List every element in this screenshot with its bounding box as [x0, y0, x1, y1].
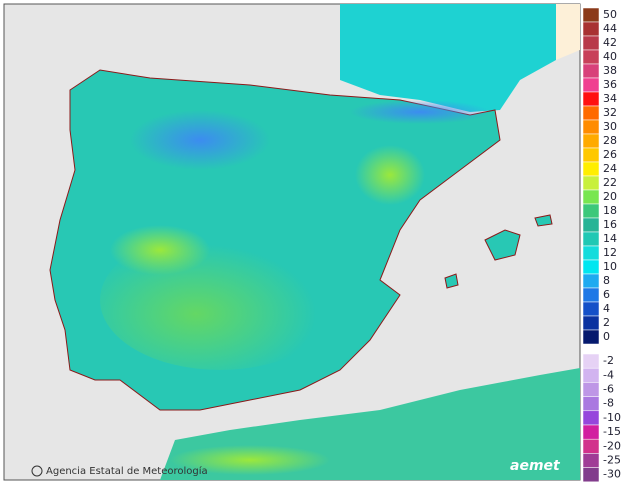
map: [3, 3, 581, 481]
legend-label: 32: [603, 106, 617, 119]
legend-label: 24: [603, 162, 617, 175]
legend-swatch: [582, 245, 600, 261]
legend-label: -30: [603, 468, 621, 481]
legend-label: 0: [603, 330, 610, 343]
legend-swatch: [582, 329, 600, 345]
legend-label: -4: [603, 368, 614, 381]
legend-swatch: [582, 315, 600, 331]
legend-label: 4: [603, 302, 610, 315]
legend-swatch: [582, 382, 600, 397]
legend-swatch: [582, 189, 600, 205]
legend-label: 20: [603, 190, 617, 203]
legend-swatch: [582, 105, 600, 121]
mallorca: [484, 229, 521, 261]
legend: 5044424038363432302826242220181614121086…: [582, 7, 621, 483]
legend-swatch: [582, 231, 600, 247]
sea-ne: [556, 4, 580, 60]
logo: aemet: [510, 458, 561, 474]
legend-swatch: [582, 7, 600, 23]
legend-label: 18: [603, 204, 617, 217]
legend-label: -8: [603, 397, 614, 410]
legend-label: 14: [603, 232, 617, 245]
legend-swatch: [582, 410, 600, 426]
legend-label: 30: [603, 120, 617, 133]
legend-label: 34: [603, 92, 617, 105]
legend-swatch: [582, 175, 600, 191]
cold-area: [130, 110, 270, 170]
legend-label: 50: [603, 8, 617, 21]
france: [340, 4, 556, 112]
menorca: [534, 214, 553, 227]
legend-label: 40: [603, 50, 617, 63]
legend-swatch: [582, 217, 600, 233]
legend-label: -10: [603, 411, 621, 424]
legend-swatch: [582, 133, 600, 149]
legend-swatch: [582, 49, 600, 65]
legend-label: -15: [603, 425, 621, 438]
legend-swatch: [582, 367, 600, 383]
attribution: Agencia Estatal de Meteorología: [46, 465, 208, 477]
legend-label: -6: [603, 383, 614, 396]
legend-swatch: [582, 438, 600, 454]
legend-label: 42: [603, 36, 617, 49]
legend-swatch: [582, 301, 600, 317]
legend-label: 38: [603, 64, 617, 77]
legend-label: 28: [603, 134, 617, 147]
legend-swatch: [582, 147, 600, 163]
legend-label: 36: [603, 78, 617, 91]
legend-swatch: [582, 91, 600, 107]
warm-area: [170, 445, 330, 475]
legend-label: 26: [603, 148, 617, 161]
legend-label: 8: [603, 274, 610, 287]
legend-swatch: [582, 424, 600, 440]
legend-swatch: [582, 119, 600, 135]
legend-swatch: [582, 353, 600, 369]
legend-swatch: [582, 63, 600, 79]
legend-label: 22: [603, 176, 617, 189]
legend-label: -25: [603, 454, 621, 467]
legend-label: 2: [603, 316, 610, 329]
legend-swatch: [582, 77, 600, 93]
legend-label: 12: [603, 246, 617, 259]
legend-label: 10: [603, 260, 617, 273]
ibiza: [444, 273, 459, 289]
legend-label: 16: [603, 218, 617, 231]
legend-label: 44: [603, 22, 617, 35]
legend-swatch: [582, 203, 600, 219]
legend-swatch: [582, 35, 600, 51]
cold-area: [350, 100, 490, 124]
legend-swatch: [582, 467, 600, 483]
warm-area: [110, 225, 210, 275]
legend-swatch: [582, 453, 600, 468]
legend-swatch: [582, 273, 600, 289]
legend-swatch: [582, 21, 600, 37]
legend-swatch: [582, 259, 600, 275]
legend-swatch: [582, 287, 600, 303]
legend-swatch: [582, 161, 600, 177]
legend-label: -2: [603, 354, 614, 367]
legend-label: -20: [603, 439, 621, 452]
legend-label: 6: [603, 288, 610, 301]
copyright-icon: [31, 465, 43, 477]
legend-swatch: [582, 396, 600, 412]
warm-area: [355, 145, 425, 205]
